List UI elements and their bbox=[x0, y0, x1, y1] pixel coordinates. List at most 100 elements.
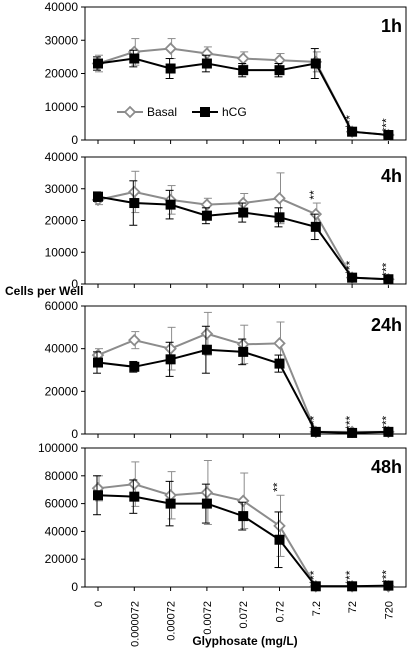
significance-label: *** bbox=[343, 415, 357, 429]
panel-title: 24h bbox=[371, 315, 402, 335]
significance-label: *** bbox=[307, 415, 321, 429]
x-tick-label: 0.00072 bbox=[166, 601, 178, 641]
data-point bbox=[93, 357, 103, 368]
significance-label: *** bbox=[343, 570, 357, 584]
series-hCG bbox=[93, 180, 394, 285]
significance-label: *** bbox=[343, 260, 357, 274]
y-tick-label: 0 bbox=[71, 133, 78, 147]
plot-frame bbox=[84, 305, 407, 435]
panel-1h: 0 10000 20000 30000 40000 1h *** *** Basal hCG bbox=[45, 0, 407, 147]
y-tick-label: 40000 bbox=[45, 342, 79, 356]
y-tick-label: 40000 bbox=[45, 150, 79, 164]
data-point bbox=[347, 427, 358, 438]
data-point bbox=[383, 130, 394, 141]
significance-label: *** bbox=[307, 570, 321, 584]
y-tick-label: 10000 bbox=[45, 245, 79, 259]
data-point bbox=[93, 490, 103, 501]
y-tick-label: 60000 bbox=[45, 299, 79, 313]
y-tick-label: 0 bbox=[71, 277, 78, 291]
y-tick-label: 40000 bbox=[45, 0, 79, 14]
data-point bbox=[128, 333, 141, 347]
x-tick-label: 0.000072 bbox=[129, 601, 141, 647]
data-point bbox=[274, 358, 285, 369]
y-tick-label: 80000 bbox=[45, 469, 79, 483]
data-point bbox=[383, 580, 394, 591]
panel-24h: 0 20000 40000 60000 24h *** *** *** bbox=[45, 299, 407, 441]
y-tick-label: 20000 bbox=[45, 214, 79, 228]
significance-label: ** bbox=[271, 482, 285, 492]
x-axis-label: Glyphosate (mg/L) bbox=[192, 634, 297, 648]
data-point bbox=[274, 534, 285, 545]
y-axis-label: Cells per Well bbox=[5, 284, 83, 298]
data-point bbox=[200, 327, 214, 341]
plot-frame bbox=[84, 447, 407, 588]
legend-label-basal: Basal bbox=[147, 105, 177, 119]
data-point bbox=[310, 426, 321, 437]
data-point bbox=[236, 494, 250, 508]
data-point bbox=[238, 207, 249, 218]
significance-label: *** bbox=[379, 118, 393, 132]
data-point bbox=[383, 274, 394, 285]
data-point bbox=[273, 519, 286, 533]
data-point bbox=[129, 361, 140, 372]
data-point bbox=[129, 491, 140, 502]
data-point bbox=[310, 221, 321, 232]
data-point bbox=[383, 426, 394, 437]
y-tick-label: 20000 bbox=[45, 384, 79, 398]
data-point bbox=[200, 198, 214, 211]
data-point bbox=[128, 185, 141, 199]
y-tick-label: 20000 bbox=[45, 552, 79, 566]
series-hCG bbox=[93, 48, 394, 141]
data-point bbox=[128, 477, 141, 491]
data-point bbox=[274, 212, 285, 223]
significance-label: *** bbox=[379, 262, 393, 276]
data-point bbox=[310, 58, 321, 69]
y-tick-label: 30000 bbox=[45, 182, 79, 196]
significance-label: ** bbox=[307, 190, 321, 200]
data-point bbox=[200, 47, 214, 60]
legend-marker bbox=[123, 105, 137, 119]
x-tick-label: 0.072 bbox=[238, 601, 250, 629]
x-tick-label: 0.72 bbox=[275, 601, 287, 622]
legend-label-hcg: hCG bbox=[222, 105, 247, 119]
data-point bbox=[200, 486, 214, 499]
data-point bbox=[201, 498, 212, 509]
data-point bbox=[164, 342, 177, 355]
y-tick-label: 60000 bbox=[45, 497, 79, 511]
y-tick-label: 20000 bbox=[45, 67, 79, 81]
y-tick-label: 0 bbox=[71, 427, 78, 441]
data-point bbox=[236, 52, 250, 65]
y-tick-label: 40000 bbox=[45, 524, 79, 538]
data-point bbox=[164, 42, 177, 55]
data-point bbox=[129, 53, 140, 64]
significance-label: *** bbox=[379, 415, 393, 429]
y-tick-label: 30000 bbox=[45, 33, 79, 47]
significance-label: *** bbox=[343, 115, 357, 129]
data-point bbox=[201, 210, 212, 221]
data-point bbox=[93, 58, 103, 69]
x-tick-label: 72 bbox=[347, 601, 359, 613]
data-point bbox=[165, 354, 176, 365]
data-point bbox=[165, 199, 176, 210]
significance-label: *** bbox=[379, 570, 393, 584]
series-hCG bbox=[93, 475, 394, 592]
data-point bbox=[201, 58, 212, 69]
x-tick-label: 7.2 bbox=[311, 601, 323, 616]
data-point bbox=[273, 192, 286, 205]
y-tick-label: 100000 bbox=[38, 441, 78, 455]
panel-title: 48h bbox=[371, 457, 402, 477]
data-point bbox=[347, 581, 358, 592]
legend-marker bbox=[200, 107, 210, 117]
panel-title: 1h bbox=[381, 16, 402, 36]
y-tick-label: 10000 bbox=[45, 100, 79, 114]
data-point bbox=[347, 126, 358, 137]
data-point bbox=[347, 272, 358, 283]
y-tick-label: 0 bbox=[71, 580, 78, 594]
x-tick-label: 0 bbox=[93, 601, 105, 607]
data-point bbox=[273, 337, 286, 350]
panel-title: 4h bbox=[381, 166, 402, 186]
data-point bbox=[238, 511, 249, 522]
data-point bbox=[201, 344, 212, 355]
data-point bbox=[238, 65, 249, 76]
